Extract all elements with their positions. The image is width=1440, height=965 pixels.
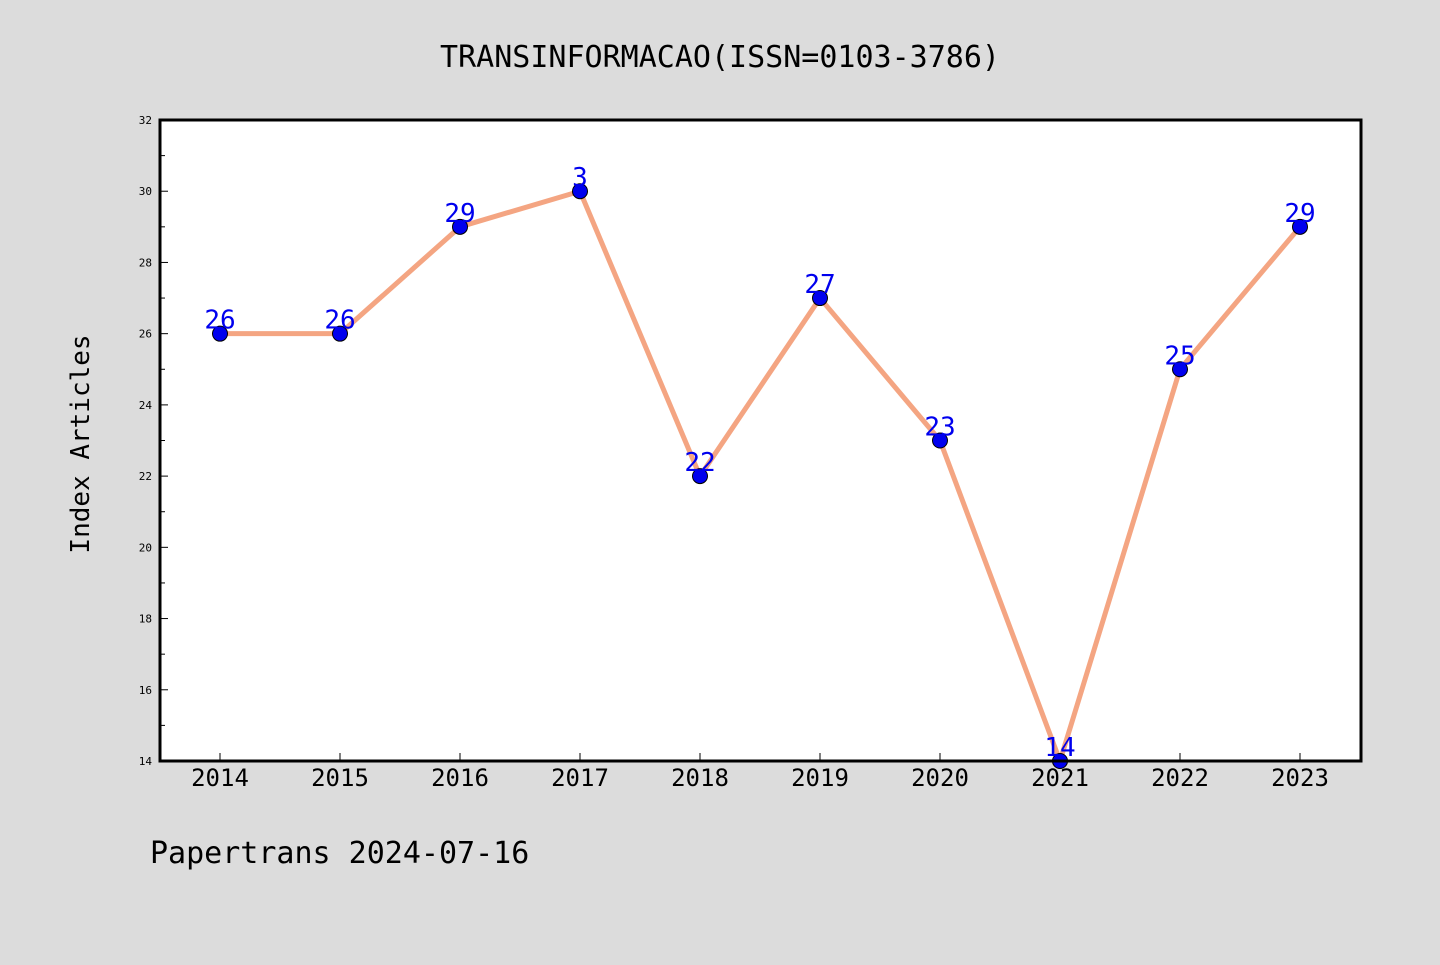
y-tick-label: 26 [139, 328, 152, 341]
y-tick-label: 20 [139, 541, 152, 554]
y-tick-label: 16 [139, 684, 152, 697]
data-label: 29 [1284, 199, 1315, 229]
data-point [212, 325, 228, 342]
x-tick-label: 2015 [311, 764, 369, 792]
x-tick-label: 2019 [791, 764, 849, 792]
data-label: 26 [324, 306, 355, 336]
data-label: 23 [924, 413, 955, 443]
data-label: 27 [804, 270, 835, 300]
x-tick-label: 2022 [1151, 764, 1209, 792]
y-tick-label: 24 [139, 399, 153, 412]
data-label: 29 [444, 199, 475, 229]
x-tick-label: 2018 [671, 764, 729, 792]
y-axis-label: Index Articles [66, 334, 96, 553]
y-tick-label: 32 [139, 114, 152, 127]
data-point [1172, 361, 1188, 378]
series-group: 26 26 29 3 22 27 23 14 25 29 [204, 163, 1316, 769]
x-tick-label: 2014 [191, 764, 249, 792]
chart-title: TRANSINFORMACAO(ISSN=0103-3786) [440, 40, 1000, 75]
data-label: 3 [572, 163, 588, 193]
x-tick-label: 2017 [551, 764, 609, 792]
data-point [332, 325, 348, 342]
data-label: 26 [204, 306, 235, 336]
y-tick-label: 22 [139, 470, 152, 483]
plot-area [160, 120, 1361, 761]
x-tick-label: 2023 [1271, 764, 1329, 792]
y-tick-label: 30 [139, 185, 152, 198]
data-point [572, 183, 588, 200]
y-tick-label: 18 [139, 613, 152, 626]
data-point [1292, 218, 1308, 235]
x-axis-ticks: 2014 2015 2016 2017 2018 2019 2020 2021 2022 2023 [191, 753, 1329, 792]
y-axis-ticks: 14 16 18 20 22 24 26 28 30 32 [139, 114, 168, 768]
data-label: 25 [1164, 341, 1195, 371]
y-tick-label: 14 [139, 755, 153, 768]
data-label: 22 [684, 448, 715, 478]
data-point [812, 290, 828, 307]
data-label: 14 [1044, 733, 1075, 763]
x-tick-label: 2016 [431, 764, 489, 792]
x-tick-label: 2020 [911, 764, 969, 792]
footer-source-date: Papertrans 2024-07-16 [150, 836, 529, 871]
y-tick-label: 28 [139, 256, 152, 269]
series-line [220, 188, 1302, 764]
plot-frame [158, 118, 1363, 763]
data-point [932, 432, 948, 449]
data-point [452, 218, 468, 235]
data-point [692, 468, 708, 485]
